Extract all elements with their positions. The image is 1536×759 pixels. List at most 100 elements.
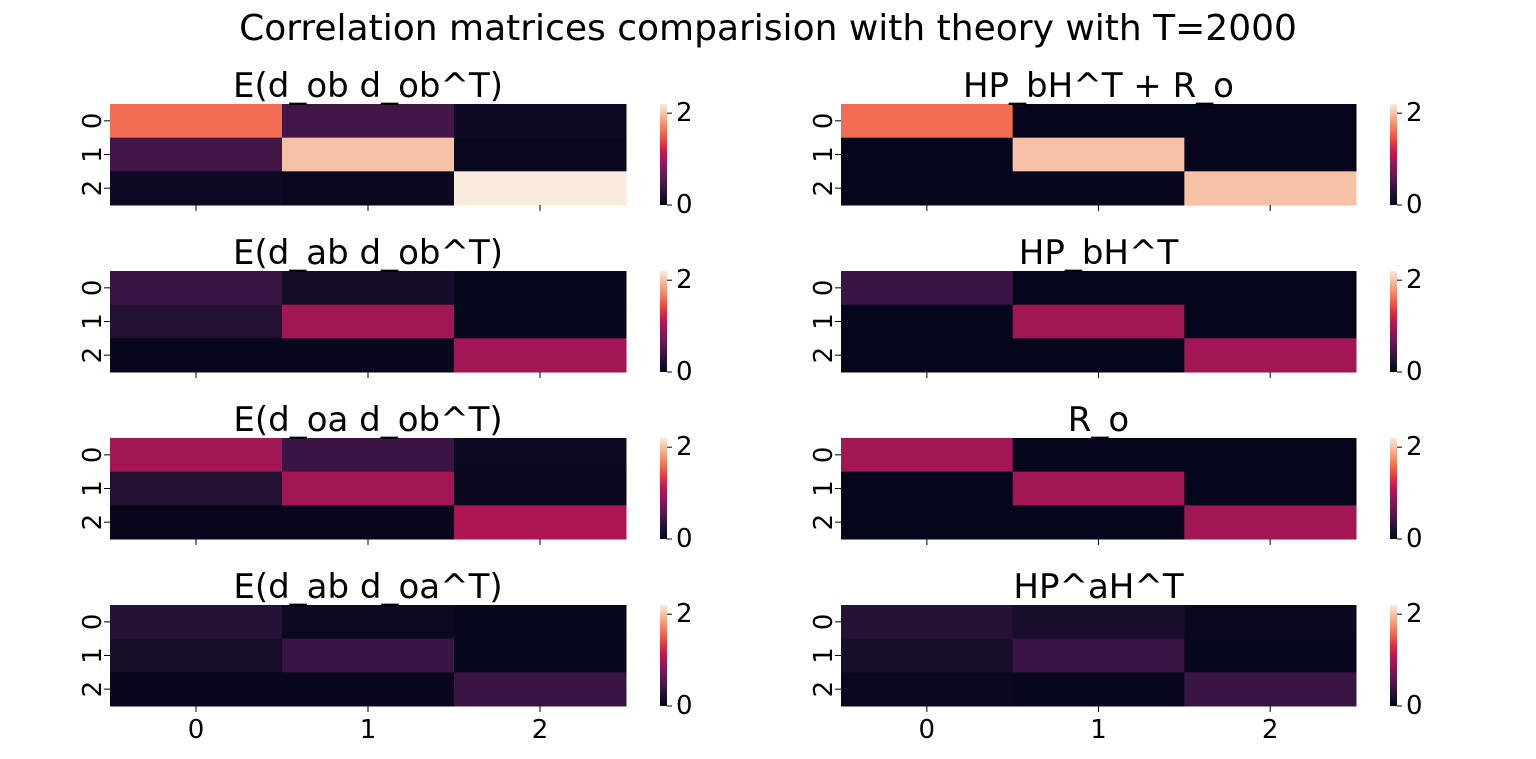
- heatmap-cell: [282, 605, 455, 640]
- y-tick-label: 0: [809, 113, 839, 130]
- heatmap-cell: [1184, 672, 1357, 707]
- heatmap-cell: [1184, 638, 1357, 673]
- heatmap-cell: [1012, 638, 1185, 673]
- heatmap-cell: [110, 638, 283, 673]
- heatmap-cell: [454, 505, 627, 540]
- panel-title: E(d_oa d_ob^T): [233, 400, 502, 440]
- heatmap-cell: [282, 137, 455, 172]
- panel-title: R_o: [1068, 400, 1129, 440]
- colorbar: [660, 438, 667, 539]
- y-tick-label: 0: [78, 113, 108, 130]
- heatmap-cell: [1012, 171, 1185, 206]
- colorbar-tick-label: 2: [1406, 265, 1423, 295]
- colorbar-tick-label: 2: [676, 432, 693, 462]
- y-tick-label: 2: [78, 681, 108, 698]
- heatmap-panel: E(d_ab d_oa^T) 0 1 2 0 1 2 0 2: [78, 567, 693, 745]
- heatmap-cell: [110, 672, 283, 707]
- y-tick-label: 0: [78, 447, 108, 464]
- heatmap-cell: [1012, 137, 1185, 172]
- y-tick-label: 1: [809, 647, 839, 664]
- heatmap-cell: [454, 171, 627, 206]
- heatmap-cell: [454, 104, 627, 139]
- y-tick-label: 0: [78, 614, 108, 631]
- figure-title: Correlation matrices comparision with th…: [239, 8, 1297, 49]
- y-tick-label: 1: [78, 313, 108, 330]
- panel-title: HP^aH^T: [1013, 567, 1183, 607]
- colorbar-tick-label: 0: [676, 691, 693, 721]
- colorbar: [1390, 271, 1397, 372]
- heatmap-cell: [454, 338, 627, 373]
- y-tick-label: 0: [78, 280, 108, 297]
- heatmap-cell: [841, 471, 1014, 506]
- heatmap-cell: [110, 605, 283, 640]
- heatmap-cell: [1184, 304, 1357, 339]
- heatmap-cell: [841, 304, 1014, 339]
- heatmap-cell: [1184, 137, 1357, 172]
- colorbar: [1390, 438, 1397, 539]
- colorbar: [1390, 104, 1397, 205]
- heatmap-cell: [841, 672, 1014, 707]
- heatmap-cell: [1012, 438, 1185, 473]
- y-tick-label: 0: [809, 614, 839, 631]
- heatmap-cell: [282, 638, 455, 673]
- heatmap-cell: [282, 338, 455, 373]
- y-tick-label: 2: [809, 681, 839, 698]
- heatmap-panel: E(d_oa d_ob^T) 0 1 2 0 2: [78, 400, 693, 554]
- heatmap-cell: [1184, 338, 1357, 373]
- y-tick-label: 1: [809, 480, 839, 497]
- heatmap-cell: [1184, 171, 1357, 206]
- heatmap-panel: E(d_ob d_ob^T) 0 1 2 0 2: [78, 66, 693, 220]
- x-tick-label: 1: [360, 715, 377, 745]
- heatmap-cell: [110, 137, 283, 172]
- heatmap-cell: [1012, 304, 1185, 339]
- colorbar-tick-label: 0: [1406, 691, 1423, 721]
- x-tick-label: 0: [188, 715, 205, 745]
- heatmap-panel: HP_bH^T + R_o 0 1 2 0 2: [809, 66, 1423, 220]
- panel-title: E(d_ob d_ob^T): [233, 66, 503, 106]
- heatmap-cell: [841, 137, 1014, 172]
- colorbar-tick-label: 0: [676, 357, 693, 387]
- y-tick-label: 2: [809, 347, 839, 364]
- heatmap-cell: [282, 171, 455, 206]
- colorbar-tick-label: 2: [676, 599, 693, 629]
- y-tick-label: 0: [809, 447, 839, 464]
- y-tick-label: 2: [809, 180, 839, 197]
- heatmap-cell: [454, 605, 627, 640]
- heatmap-cell: [110, 505, 283, 540]
- colorbar-tick-label: 2: [676, 98, 693, 128]
- heatmap-cell: [110, 338, 283, 373]
- heatmap-cell: [454, 438, 627, 473]
- heatmap-cell: [454, 471, 627, 506]
- y-tick-label: 2: [78, 180, 108, 197]
- heatmap-cell: [1184, 605, 1357, 640]
- heatmap-cell: [454, 271, 627, 306]
- panel-title: E(d_ab d_oa^T): [233, 567, 502, 607]
- colorbar-tick-label: 0: [676, 524, 693, 554]
- heatmap-cell: [841, 438, 1014, 473]
- heatmap-panel: HP^aH^T 0 1 2 0 1 2 0 2: [809, 567, 1423, 745]
- heatmap-cell: [282, 672, 455, 707]
- colorbar-tick-label: 0: [676, 190, 693, 220]
- heatmap-cell: [110, 104, 283, 139]
- colorbar-tick-label: 0: [1406, 524, 1423, 554]
- y-tick-label: 1: [809, 313, 839, 330]
- heatmap-cell: [841, 605, 1014, 640]
- heatmap-cell: [841, 638, 1014, 673]
- y-tick-label: 0: [809, 280, 839, 297]
- heatmap-cell: [454, 137, 627, 172]
- heatmap-cell: [841, 505, 1014, 540]
- colorbar: [660, 104, 667, 205]
- colorbar-tick-label: 2: [1406, 432, 1423, 462]
- heatmap-cell: [454, 672, 627, 707]
- heatmap-cell: [110, 438, 283, 473]
- x-tick-label: 1: [1090, 715, 1107, 745]
- heatmap-cell: [110, 271, 283, 306]
- heatmap-cell: [841, 171, 1014, 206]
- colorbar-tick-label: 2: [676, 265, 693, 295]
- heatmap-panel: HP_bH^T 0 1 2 0 2: [809, 233, 1423, 387]
- heatmap-cell: [110, 171, 283, 206]
- heatmap-cell: [282, 271, 455, 306]
- heatmap-cell: [1012, 471, 1185, 506]
